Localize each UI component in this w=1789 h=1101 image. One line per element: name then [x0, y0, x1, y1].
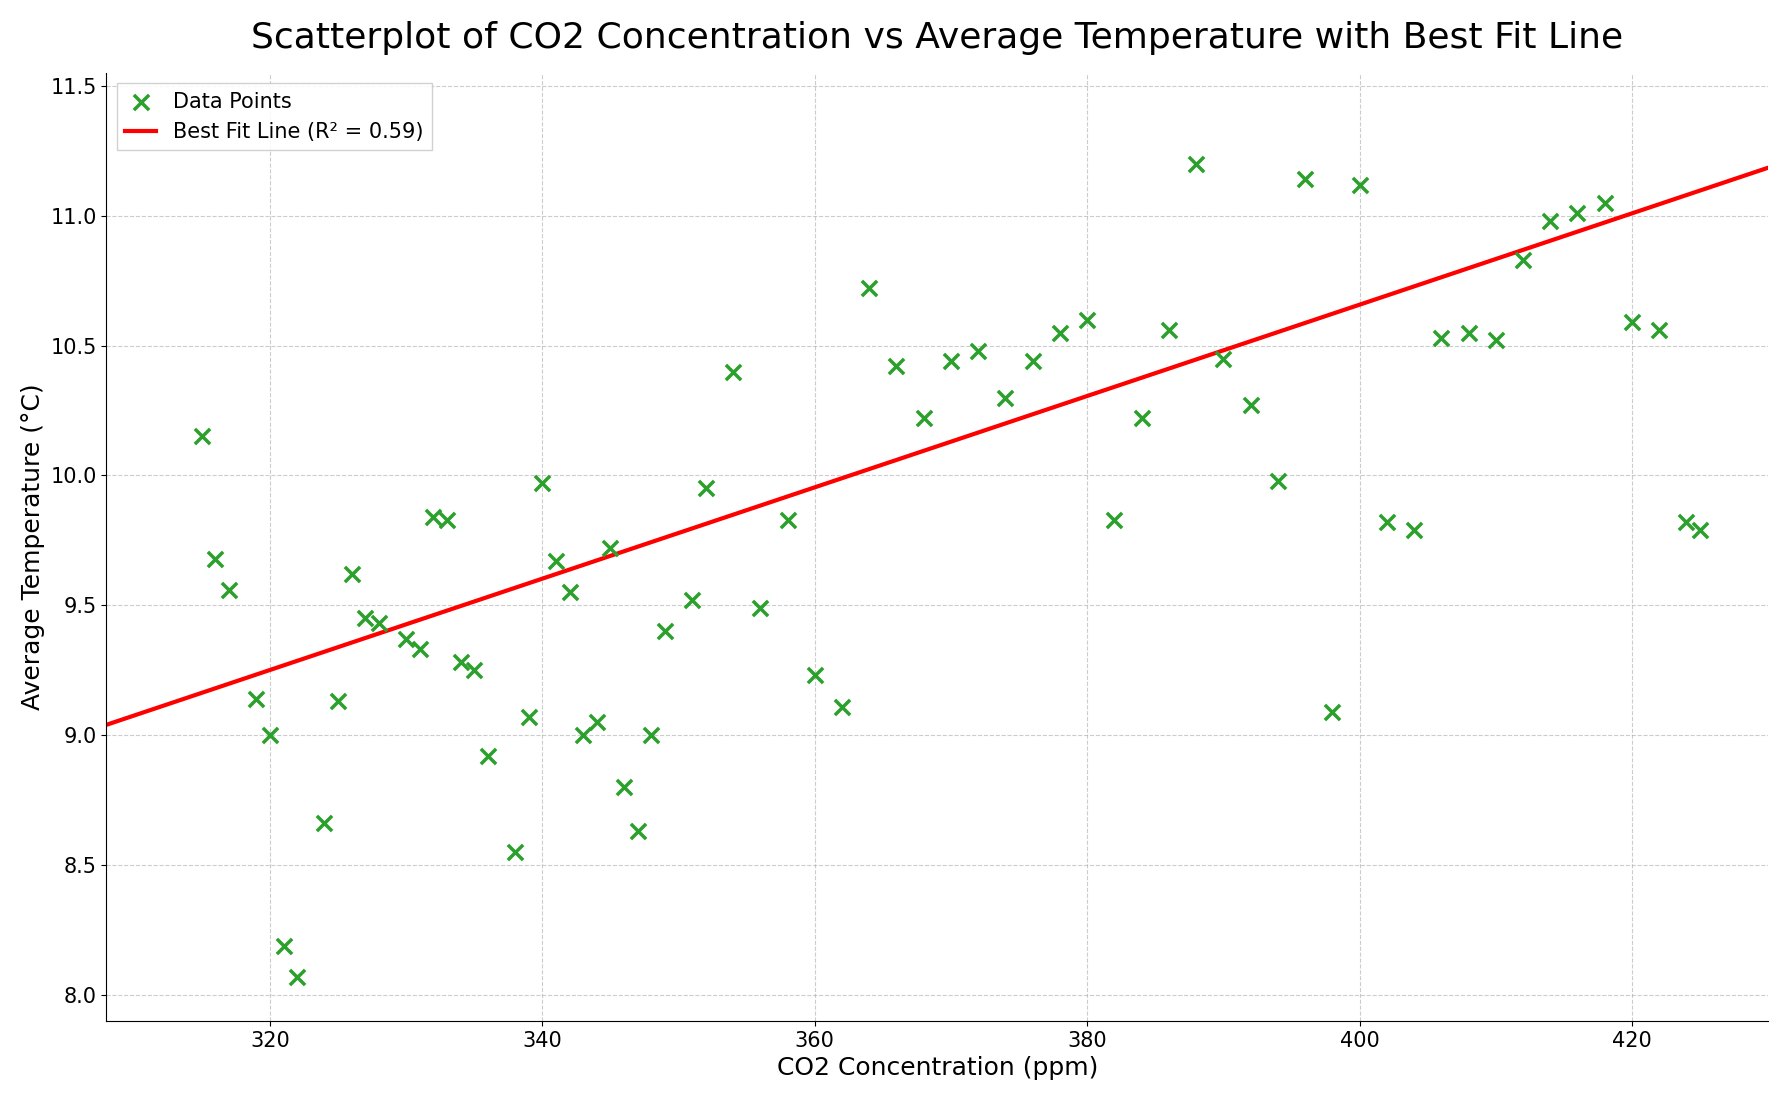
Data Points — [392, 630, 420, 647]
Best Fit Line (R² = 0.59) — [1084, 386, 1106, 400]
Data Points — [692, 480, 721, 498]
Best Fit Line (R² = 0.59) — [97, 718, 118, 731]
Data Points — [637, 727, 666, 744]
Data Points — [1290, 171, 1318, 188]
Data Points — [309, 815, 338, 832]
Data Points — [351, 610, 379, 628]
Data Points — [542, 553, 571, 570]
Data Points — [1345, 176, 1374, 194]
Data Points — [1508, 251, 1537, 269]
Data Points — [1209, 350, 1238, 368]
Data Points — [909, 410, 937, 427]
Best Fit Line (R² = 0.59) — [1601, 214, 1623, 227]
Line: Best Fit Line (R² = 0.59): Best Fit Line (R² = 0.59) — [107, 167, 1768, 724]
Data Points — [501, 843, 530, 861]
Data Points — [1644, 321, 1673, 339]
Data Points — [746, 599, 775, 617]
Data Points — [651, 622, 680, 640]
Data Points — [406, 641, 435, 658]
Data Points — [515, 708, 544, 726]
Data Points — [188, 427, 216, 445]
Y-axis label: Average Temperature (°C): Average Temperature (°C) — [21, 383, 45, 710]
Data Points — [1154, 321, 1183, 339]
Data Points — [623, 822, 651, 840]
Data Points — [215, 581, 243, 599]
Data Points — [1564, 205, 1592, 222]
Data Points — [937, 352, 966, 370]
Data Points — [800, 666, 828, 684]
Data Points — [1263, 472, 1292, 490]
Data Points — [1428, 329, 1456, 347]
Data Points — [338, 565, 367, 582]
Data Points — [445, 654, 474, 672]
Data Points — [991, 389, 1020, 406]
Best Fit Line (R² = 0.59) — [1113, 378, 1134, 391]
Data Points — [583, 713, 612, 731]
Data Points — [419, 509, 447, 526]
Data Points — [433, 511, 462, 528]
Data Points — [596, 539, 624, 557]
Data Points — [610, 778, 639, 796]
Data Points — [474, 748, 503, 765]
Data Points — [1127, 410, 1156, 427]
Data Points — [1617, 314, 1646, 331]
Data Points — [1318, 704, 1347, 721]
Data Points — [1481, 331, 1510, 349]
Data Points — [1073, 310, 1102, 328]
Data Points — [964, 342, 993, 360]
Best Fit Line (R² = 0.59) — [102, 717, 123, 730]
Data Points — [324, 693, 352, 710]
Data Points — [828, 698, 857, 716]
Title: Scatterplot of CO2 Concentration vs Average Temperature with Best Fit Line: Scatterplot of CO2 Concentration vs Aver… — [250, 21, 1623, 55]
X-axis label: CO2 Concentration (ppm): CO2 Concentration (ppm) — [776, 1056, 1098, 1080]
Data Points — [365, 614, 394, 632]
Data Points — [882, 358, 911, 375]
Best Fit Line (R² = 0.59) — [1496, 249, 1517, 262]
Data Points — [1183, 155, 1211, 173]
Data Points — [773, 511, 801, 528]
Data Points — [1685, 521, 1714, 538]
Data Points — [1372, 513, 1401, 531]
Data Points — [555, 584, 583, 601]
Data Points — [1537, 212, 1565, 230]
Data Points — [283, 968, 311, 985]
Data Points — [1018, 352, 1047, 370]
Data Points — [256, 727, 284, 744]
Data Points — [1673, 513, 1701, 531]
Data Points — [268, 937, 297, 955]
Best Fit Line (R² = 0.59) — [1079, 389, 1100, 402]
Data Points — [678, 591, 707, 609]
Data Points — [569, 727, 598, 744]
Data Points — [1399, 521, 1428, 538]
Data Points — [1045, 324, 1073, 341]
Data Points — [200, 549, 229, 567]
Data Points — [1100, 511, 1129, 528]
Legend: Data Points, Best Fit Line (R² = 0.59): Data Points, Best Fit Line (R² = 0.59) — [116, 84, 431, 151]
Data Points — [1236, 396, 1265, 414]
Best Fit Line (R² = 0.59) — [1757, 161, 1778, 174]
Data Points — [719, 362, 748, 380]
Data Points — [855, 280, 884, 297]
Data Points — [528, 475, 556, 492]
Data Points — [1590, 194, 1619, 211]
Data Points — [242, 690, 270, 708]
Data Points — [1454, 324, 1483, 341]
Data Points — [460, 662, 488, 679]
